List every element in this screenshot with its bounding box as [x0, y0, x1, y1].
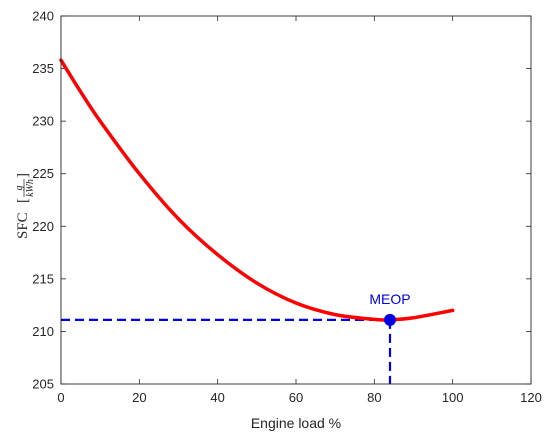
y-tick-label: 210	[32, 324, 54, 339]
y-tick-label: 205	[32, 377, 54, 392]
y-axis-unit-numerator: g	[14, 186, 25, 191]
meop-label: MEOP	[369, 291, 410, 307]
y-axis-label-prefix: SFC	[15, 212, 31, 239]
x-tick-label: 60	[289, 390, 303, 405]
plot-frame	[60, 15, 532, 385]
meop-marker	[384, 313, 396, 326]
y-axis-label: SFC [ g kWh ]	[14, 173, 36, 239]
y-axis-unit-denominator: kWh	[25, 179, 36, 197]
y-tick-label: 220	[32, 219, 54, 234]
plot-area: 0 20 40 60 80 100 120 205 210 215 220 225 230 235 240 M…	[32, 9, 542, 406]
x-tick-label: 0	[57, 390, 64, 405]
x-tick-label: 100	[442, 390, 464, 405]
x-tick-label: 40	[210, 390, 224, 405]
y-tick-label: 230	[32, 114, 54, 129]
y-tick-label: 215	[32, 271, 54, 286]
y-tick-label: 235	[32, 61, 54, 76]
x-tick-label: 120	[520, 390, 542, 405]
x-tick-label: 20	[132, 390, 146, 405]
x-axis-label: Engine load %	[251, 415, 341, 431]
y-tick-label: 240	[32, 9, 54, 24]
plot-background	[61, 16, 531, 384]
x-tick-label: 80	[367, 390, 381, 405]
y-axis-label-bracket-close: ]	[15, 173, 31, 178]
y-tick-label: 225	[32, 166, 54, 181]
y-axis-label-bracket-open: [	[15, 198, 31, 203]
